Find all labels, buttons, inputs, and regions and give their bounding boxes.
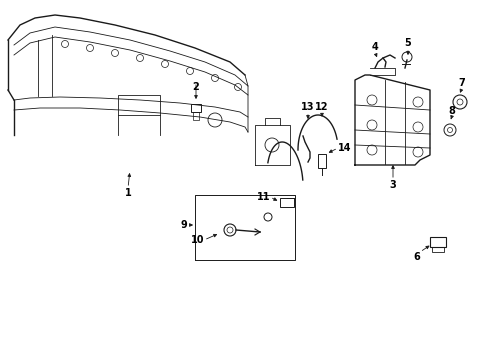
Text: 6: 6: [413, 252, 420, 262]
Bar: [280, 198, 294, 207]
Text: 12: 12: [315, 102, 329, 112]
Bar: [318, 154, 326, 168]
Text: 1: 1: [124, 188, 131, 198]
Text: 2: 2: [193, 82, 199, 92]
Text: 4: 4: [371, 42, 378, 52]
Bar: [432, 247, 444, 252]
Text: 3: 3: [390, 180, 396, 190]
Text: 10: 10: [191, 235, 204, 245]
Text: 9: 9: [180, 220, 187, 230]
Text: 14: 14: [338, 143, 351, 153]
Text: 7: 7: [459, 78, 466, 88]
Text: 11: 11: [256, 192, 270, 202]
Bar: [191, 104, 201, 112]
Text: 5: 5: [405, 38, 412, 48]
Bar: [193, 112, 199, 120]
Bar: [430, 237, 446, 247]
Text: 13: 13: [301, 102, 315, 112]
Text: 8: 8: [448, 106, 455, 116]
